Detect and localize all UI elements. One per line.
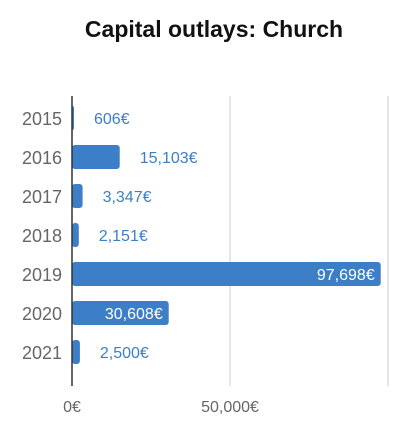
x-tick-label: 50,000€ [201,399,259,416]
category-label: 2016 [22,148,62,168]
data-label: 606€ [94,111,130,128]
data-label: 15,103€ [140,150,198,167]
bar [72,301,169,325]
x-tick-label: 0€ [63,399,81,416]
bar [72,262,381,286]
bar [72,184,83,208]
data-label: 30,608€ [105,306,163,323]
category-label: 2020 [22,304,62,324]
bar [72,223,79,247]
data-label: 2,151€ [99,228,148,245]
chart-title: Capital outlays: Church [84,16,344,42]
category-label: 2015 [22,109,62,129]
bar [72,340,80,364]
category-label: 2021 [22,343,62,363]
data-label: 2,500€ [100,345,149,362]
bar [72,145,120,169]
data-label: 3,347€ [103,189,152,206]
data-label: 97,698€ [317,267,375,284]
category-label: 2019 [22,265,62,285]
category-label: 2017 [22,187,62,207]
category-label: 2018 [22,226,62,246]
